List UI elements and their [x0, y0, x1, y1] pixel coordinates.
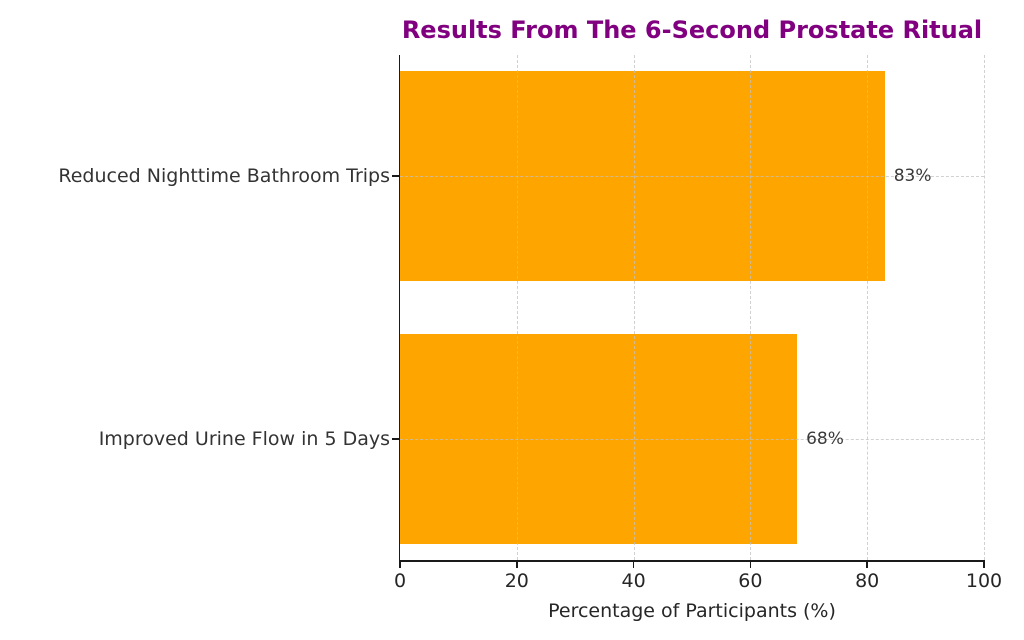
value-label-1: 68% [806, 428, 844, 449]
x-tick-label-100: 100 [965, 570, 1003, 592]
x-tick-mark-0 [399, 560, 401, 568]
x-axis-spine [398, 560, 984, 562]
x-tick-mark-60 [749, 560, 752, 568]
gridline-x-60 [750, 55, 752, 560]
x-tick-label-20: 20 [504, 570, 529, 592]
value-label-0: 83% [893, 166, 932, 187]
gridline-x-80 [867, 55, 869, 560]
x-tick-mark-100 [983, 560, 985, 568]
x-tick-mark-80 [866, 560, 868, 568]
x-tick-mark-20 [516, 560, 518, 568]
x-axis-label: Percentage of Participants (%) [548, 600, 836, 622]
x-tick-label-40: 40 [621, 570, 646, 592]
gridline-x-40 [633, 55, 635, 560]
y-tick-mark-0 [392, 175, 400, 177]
y-axis-spine [398, 55, 400, 560]
gridline-x-100 [984, 55, 985, 560]
x-tick-mark-40 [632, 560, 635, 568]
x-tick-label-60: 60 [738, 570, 763, 592]
gridline-y-1 [400, 438, 984, 440]
x-tick-label-0: 0 [393, 570, 407, 592]
x-tick-label-80: 80 [855, 570, 880, 592]
chart-title: Results From The 6-Second Prostate Ritua… [401, 16, 983, 44]
y-tick-mark-1 [392, 438, 400, 440]
plot-area: Percentage of Participants (%) 0 20 40 60 80… [58, 55, 1002, 622]
gridline-y-0 [400, 176, 984, 178]
category-label-0: Reduced Nighttime Bathroom Trips [58, 165, 390, 188]
gridline-x-20 [516, 55, 518, 560]
category-label-1: Improved Urine Flow in 5 Days [98, 427, 390, 450]
